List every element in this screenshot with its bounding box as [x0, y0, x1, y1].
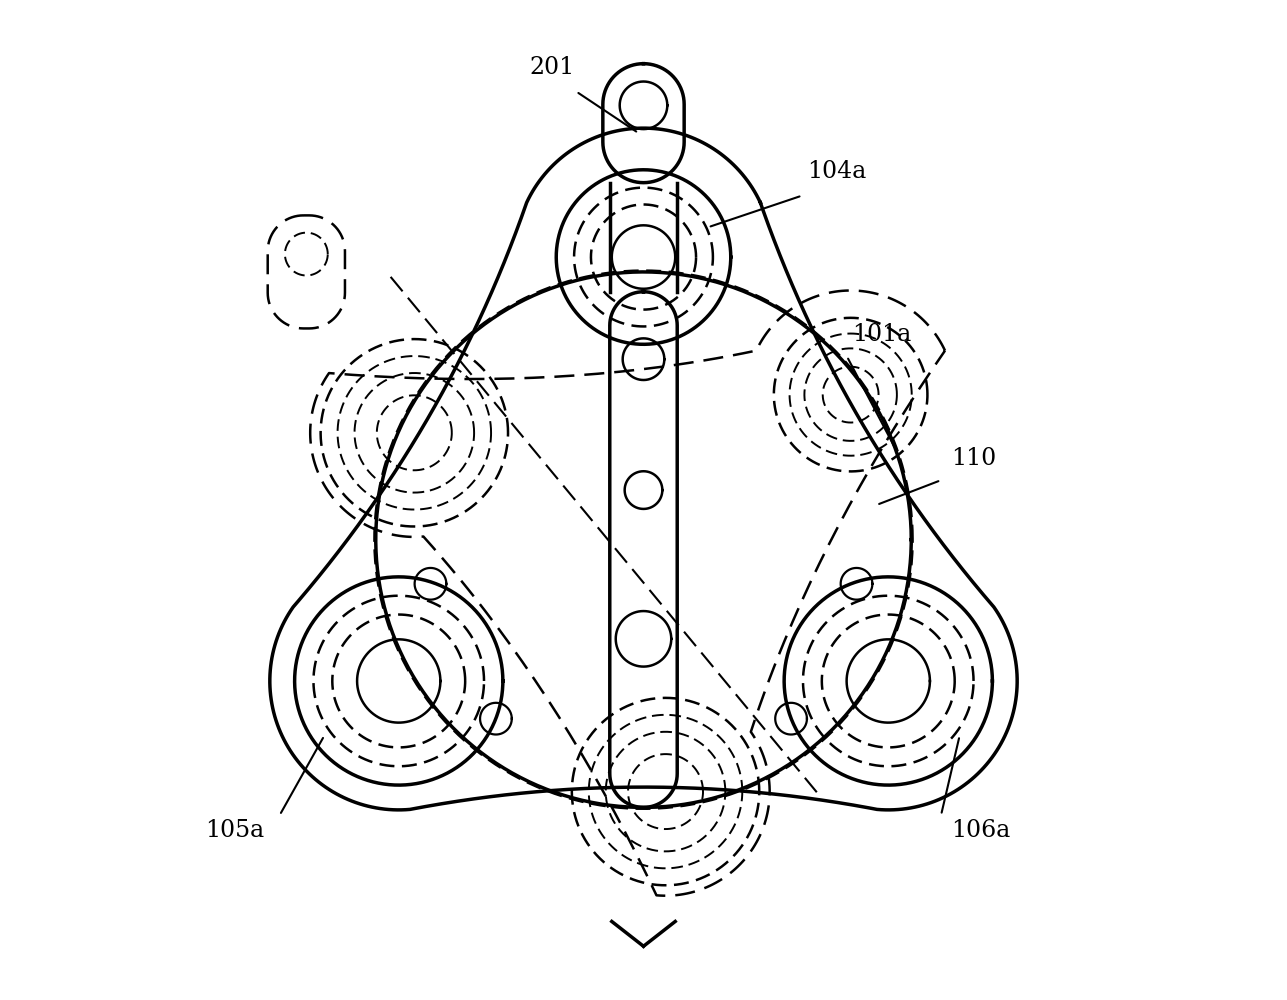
Text: 201: 201 — [529, 56, 575, 79]
Text: 101a: 101a — [852, 323, 911, 346]
Text: 104a: 104a — [807, 160, 866, 183]
Text: 106a: 106a — [951, 819, 1010, 842]
Text: 110: 110 — [951, 447, 996, 470]
Text: 105a: 105a — [205, 819, 264, 842]
